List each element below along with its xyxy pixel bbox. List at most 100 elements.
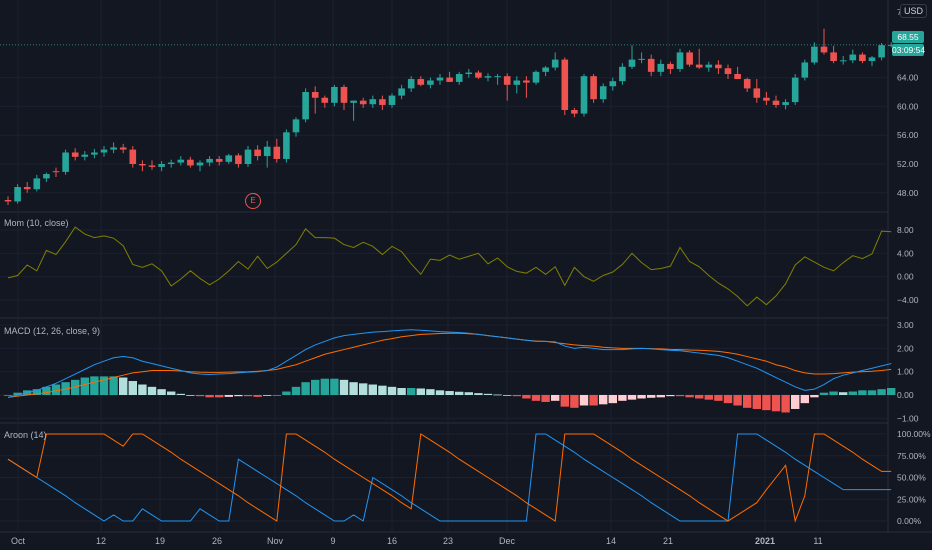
candle-body <box>599 86 607 100</box>
macd-histogram-bar <box>339 379 349 395</box>
macd-histogram-bar <box>272 395 281 396</box>
macd-histogram-bar <box>349 382 358 395</box>
candle-body <box>359 100 367 105</box>
macd-histogram-bar <box>426 389 435 395</box>
currency-label[interactable]: USD <box>899 4 927 18</box>
macd-histogram-bar <box>330 378 339 395</box>
aroon-tick-label: 0.00% <box>897 516 922 526</box>
candle-body <box>503 76 511 85</box>
candle-body <box>369 99 377 105</box>
macd-histogram-bar <box>695 395 704 399</box>
candle-body <box>254 149 261 157</box>
macd-histogram-bar <box>599 395 608 405</box>
macd-histogram-bar <box>608 395 617 404</box>
candle-body <box>619 66 626 82</box>
candle-body <box>715 64 722 69</box>
macd-histogram-bar <box>618 395 627 401</box>
macd-histogram-bar <box>195 395 205 397</box>
aroon-pane[interactable] <box>7 433 892 523</box>
macd-line <box>7 329 892 398</box>
price-pane[interactable] <box>0 28 895 206</box>
candle-body <box>561 59 569 110</box>
candle-body <box>628 59 636 67</box>
candle-body <box>14 187 21 202</box>
macd-histogram-bar <box>176 393 185 395</box>
candle-body <box>887 44 895 46</box>
candle-body <box>695 64 703 68</box>
macd-tick-label: 1.00 <box>897 367 914 377</box>
time-tick-label: 14 <box>606 536 616 546</box>
macd-histogram-bar <box>589 395 598 406</box>
candle-body <box>609 81 617 87</box>
candle-body <box>4 200 12 202</box>
macd-histogram-bar <box>99 376 109 395</box>
time-tick-label: Dec <box>499 536 516 546</box>
candle-body <box>91 152 98 155</box>
macd-histogram-bar <box>407 388 416 395</box>
time-tick-label: 21 <box>663 536 673 546</box>
candle-body <box>801 62 809 78</box>
aroon-tick-label: 100.00% <box>897 429 931 439</box>
candle-body <box>340 86 348 103</box>
candle-body <box>571 110 578 114</box>
macd-histogram-bar <box>685 395 694 398</box>
candle-body <box>52 171 60 173</box>
earnings-marker[interactable]: E <box>245 193 261 209</box>
candle-body <box>532 71 540 83</box>
candle-body <box>849 54 857 61</box>
candle-body <box>647 58 655 72</box>
candle-body <box>273 146 281 159</box>
candle-body <box>129 149 137 164</box>
macd-histogram-bar <box>666 395 675 397</box>
macd-histogram-bar <box>320 378 329 395</box>
macd-histogram-bar <box>743 395 752 408</box>
aroon-pane-title[interactable]: Aroon (14) <box>4 430 47 440</box>
candle-body <box>427 80 434 85</box>
time-tick-label: 19 <box>155 536 165 546</box>
macd-histogram-bar <box>829 391 838 395</box>
candle-body <box>878 45 885 58</box>
candle-body <box>551 59 559 68</box>
candle-body <box>455 74 463 82</box>
macd-histogram-bar <box>877 389 886 395</box>
macd-tick-label: 0.00 <box>897 390 914 400</box>
macd-histogram-bar <box>301 382 310 395</box>
aroon-tick-label: 25.00% <box>897 494 926 504</box>
candle-body <box>753 88 761 98</box>
candle-body <box>724 68 732 74</box>
mom-line <box>7 226 892 307</box>
macd-histogram-bar <box>858 390 867 395</box>
macd-histogram-bar <box>627 395 637 400</box>
momentum-pane[interactable] <box>7 226 892 307</box>
candle-body <box>820 46 828 53</box>
price-tick-label: 64.00 <box>897 73 919 83</box>
candle-body <box>167 162 175 164</box>
macd-histogram-bar <box>71 379 80 395</box>
macd-histogram-bar <box>359 383 368 395</box>
price-tick-label: 52.00 <box>897 159 919 169</box>
macd-histogram-bar <box>762 395 771 411</box>
candle-body <box>196 162 204 166</box>
candle-body <box>177 159 185 163</box>
macd-histogram-bar <box>311 379 320 395</box>
macd-histogram-bar <box>147 386 157 395</box>
candle-body <box>148 165 156 167</box>
macd-histogram-bar <box>656 395 665 398</box>
candle-body <box>791 77 799 103</box>
macd-histogram-bar <box>282 391 291 395</box>
price-tick-label: 48.00 <box>897 188 919 198</box>
macd-pane[interactable] <box>3 329 896 413</box>
price-tick-label: 56.00 <box>897 130 919 140</box>
candle-body <box>465 72 473 74</box>
macd-pane-title[interactable]: MACD (12, 26, close, 9) <box>4 326 101 336</box>
mom-pane-title[interactable]: Mom (10, close) <box>4 218 69 228</box>
last-price-tag: 68.55 <box>892 31 924 43</box>
candle-body <box>638 58 645 60</box>
axes: Oct 12 19 26 Nov 9 16 23 Dec 14 21 2021 11 48.00 52.00… <box>11 7 931 546</box>
macd-histogram-bar <box>551 395 560 401</box>
macd-histogram-bar <box>109 376 118 395</box>
candle-body <box>657 63 665 72</box>
macd-histogram-bar <box>704 395 713 400</box>
macd-histogram-bar <box>522 395 531 399</box>
